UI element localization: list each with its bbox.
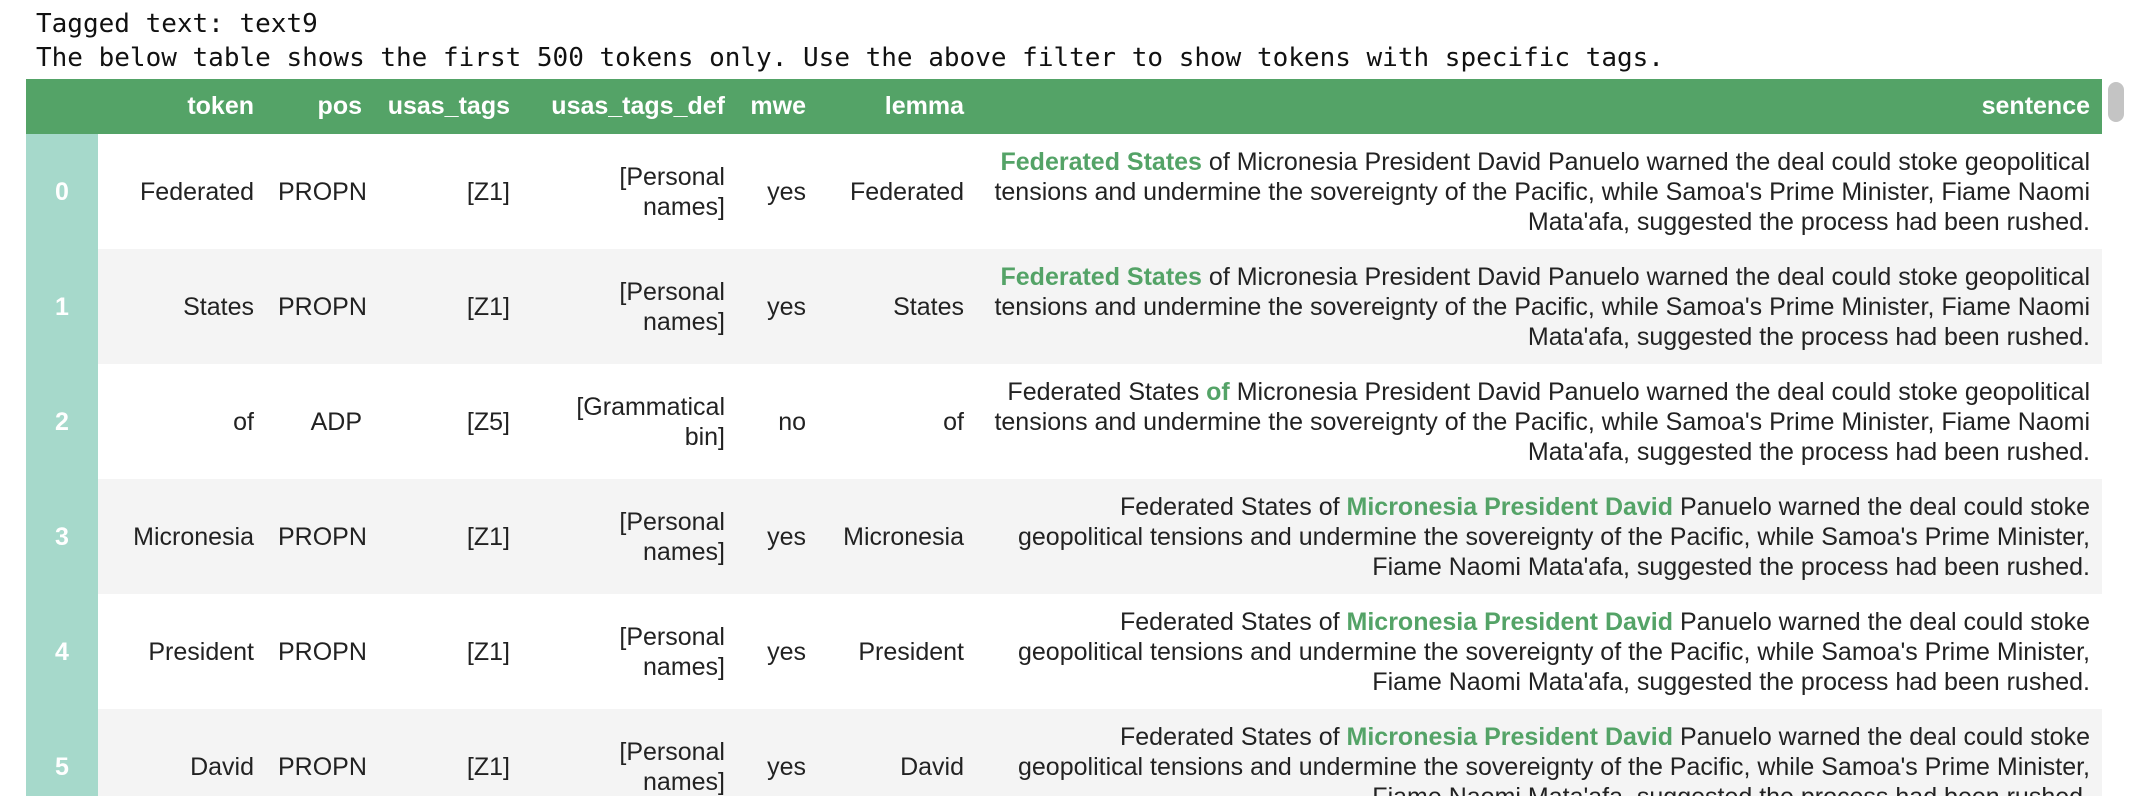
header-mwe[interactable]: mwe: [750, 92, 806, 120]
sentence-after: Panuelo warned the deal could stoke geop…: [1018, 492, 2090, 581]
cell-usas-tags-def: [Personal names]: [619, 162, 725, 221]
sentence-after: Micronesia President David Panuelo warne…: [994, 377, 2090, 466]
cell-sentence: Federated States of Micronesia President…: [976, 709, 2102, 796]
cell-mwe: yes: [767, 292, 806, 321]
cell-usas-tags-def: [Personal names]: [619, 737, 725, 796]
sentence-highlight: Micronesia President David: [1346, 492, 1674, 521]
cell-pos: PROPN: [278, 292, 367, 321]
table-row: 5 David PROPN [Z1] [Personal names] yes …: [26, 709, 2102, 796]
cell-sentence: Federated States of Micronesia President…: [976, 479, 2102, 594]
token-table-container[interactable]: token pos usas_tags usas_tags_def mwe le…: [26, 79, 2102, 796]
sentence-after: Panuelo warned the deal could stoke geop…: [1018, 722, 2090, 796]
cell-usas-tags: [Z1]: [466, 177, 510, 206]
cell-mwe: yes: [767, 752, 806, 781]
tagged-text-label: Tagged text: text9: [36, 9, 318, 39]
table-row: 2 of ADP [Z5] [Grammatical bin] no of Fe…: [26, 364, 2102, 479]
sentence-highlight: Micronesia President David: [1346, 722, 1674, 751]
header-lemma[interactable]: lemma: [884, 92, 964, 120]
sentence-highlight: Federated States: [1000, 262, 1202, 291]
cell-pos: PROPN: [278, 522, 367, 551]
cell-usas-tags: [Z5]: [466, 407, 510, 436]
vertical-scrollbar-thumb[interactable]: [2108, 82, 2124, 122]
cell-usas-tags-def: [Personal names]: [619, 507, 725, 566]
cell-mwe: yes: [767, 637, 806, 666]
sentence-before: Federated States: [1007, 377, 1207, 406]
cell-lemma: States: [893, 292, 964, 321]
cell-token: President: [148, 637, 254, 666]
cell-pos: ADP: [310, 407, 362, 436]
table-header-row: token pos usas_tags usas_tags_def mwe le…: [26, 79, 2102, 134]
cell-usas-tags: [Z1]: [466, 637, 510, 666]
cell-lemma: Federated: [850, 177, 964, 206]
table-note: The below table shows the first 500 toke…: [36, 43, 1664, 73]
cell-usas-tags: [Z1]: [466, 752, 510, 781]
cell-mwe: yes: [767, 522, 806, 551]
cell-usas-tags-def: [Grammatical bin]: [576, 392, 725, 451]
row-index: 0: [26, 134, 98, 249]
cell-pos: PROPN: [278, 637, 367, 666]
table-row: 3 Micronesia PROPN [Z1] [Personal names]…: [26, 479, 2102, 594]
row-index: 5: [26, 709, 98, 796]
header-token[interactable]: token: [187, 92, 254, 120]
sentence-after: of Micronesia President David Panuelo wa…: [994, 147, 2090, 236]
cell-mwe: yes: [767, 177, 806, 206]
cell-token: States: [183, 292, 254, 321]
cell-pos: PROPN: [278, 752, 367, 781]
cell-token: Federated: [140, 177, 254, 206]
sentence-highlight: Micronesia President David: [1346, 607, 1674, 636]
cell-usas-tags-def: [Personal names]: [619, 277, 725, 336]
header-usas-tags[interactable]: usas_tags: [387, 92, 510, 120]
cell-pos: PROPN: [278, 177, 367, 206]
row-index: 1: [26, 249, 98, 364]
cell-lemma: President: [858, 637, 964, 666]
sentence-before: Federated States of: [1119, 722, 1347, 751]
token-table: token pos usas_tags usas_tags_def mwe le…: [26, 79, 2102, 796]
row-index: 2: [26, 364, 98, 479]
sentence-after: Panuelo warned the deal could stoke geop…: [1018, 607, 2090, 696]
table-row: 1 States PROPN [Z1] [Personal names] yes…: [26, 249, 2102, 364]
header-index: [26, 79, 98, 134]
sentence-before: Federated States of: [1119, 607, 1347, 636]
header-pos[interactable]: pos: [317, 92, 362, 120]
row-index: 4: [26, 594, 98, 709]
cell-usas-tags-def: [Personal names]: [619, 622, 725, 681]
cell-lemma: David: [900, 752, 964, 781]
cell-sentence: Federated States of Micronesia President…: [976, 134, 2102, 249]
cell-usas-tags: [Z1]: [466, 292, 510, 321]
cell-token: of: [233, 407, 254, 436]
sentence-highlight: of: [1206, 377, 1230, 406]
header-usas-tags-def[interactable]: usas_tags_def: [551, 92, 725, 120]
cell-mwe: no: [778, 407, 806, 436]
cell-token: Micronesia: [133, 522, 254, 551]
cell-lemma: of: [943, 407, 964, 436]
cell-usas-tags: [Z1]: [466, 522, 510, 551]
cell-token: David: [190, 752, 254, 781]
cell-sentence: Federated States of Micronesia President…: [976, 364, 2102, 479]
table-row: 4 President PROPN [Z1] [Personal names] …: [26, 594, 2102, 709]
table-row: 0 Federated PROPN [Z1] [Personal names] …: [26, 134, 2102, 249]
cell-sentence: Federated States of Micronesia President…: [976, 249, 2102, 364]
row-index: 3: [26, 479, 98, 594]
cell-sentence: Federated States of Micronesia President…: [976, 594, 2102, 709]
sentence-after: of Micronesia President David Panuelo wa…: [994, 262, 2090, 351]
sentence-before: Federated States of: [1119, 492, 1347, 521]
cell-lemma: Micronesia: [843, 522, 964, 551]
header-sentence[interactable]: sentence: [1981, 92, 2090, 120]
sentence-highlight: Federated States: [1000, 147, 1202, 176]
